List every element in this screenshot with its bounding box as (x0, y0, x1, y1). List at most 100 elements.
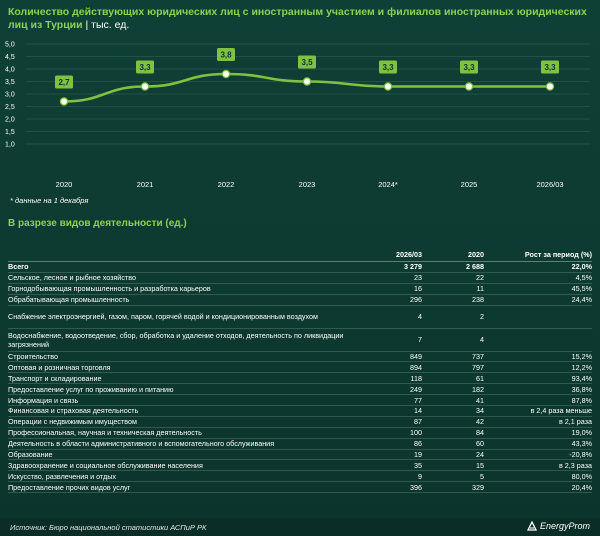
row-name: Водоснабжение, водоотведение, сбор, обра… (8, 330, 344, 349)
x-tick-label: 2022 (218, 180, 235, 189)
row-growth: 12,2% (571, 362, 592, 372)
row-value-2026: 9 (418, 471, 422, 481)
row-value-2026: 4 (418, 312, 422, 322)
row-value-2020: 5 (480, 471, 484, 481)
energyprom-logo-icon (526, 521, 537, 531)
row-name: Оптовая и розничная торговля (8, 362, 111, 372)
row-name: Сельское, лесное и рыбное хозяйство (8, 273, 136, 283)
y-tick-label: 5,0 (5, 42, 15, 49)
table-row: Предоставление услуг по проживанию и пит… (8, 384, 592, 396)
table-row: Строительство 849 737 15,2% (8, 352, 592, 363)
x-tick-label: 2025 (461, 180, 478, 189)
data-label: 3,3 (463, 63, 475, 72)
data-label-bg (136, 60, 154, 74)
data-label: 3,3 (382, 63, 394, 72)
row-value-2020: 15 (476, 460, 484, 470)
row-value-2020: 2 688 (466, 262, 484, 272)
row-value-2026: 77 (414, 395, 422, 405)
data-label: 3,5 (301, 58, 313, 67)
data-label: 3,3 (139, 63, 151, 72)
row-value-2026: 87 (414, 417, 422, 427)
row-value-2026: 249 (410, 384, 422, 394)
logo-text: EnergyProm (539, 521, 590, 531)
table-row: Предоставление прочих видов услуг 396 329 2… (8, 482, 592, 494)
data-label-bg (541, 60, 559, 74)
footnote: * данные на 1 декабря (10, 196, 89, 205)
title-unit: | тыс. ед. (85, 19, 130, 31)
title-text: Количество действующих юридических лиц с… (8, 6, 587, 31)
table-row: Финансовая и страховая деятельность 14 34 в… (8, 406, 592, 417)
data-label-bg (460, 60, 478, 74)
row-value-2020: 60 (476, 439, 484, 449)
table-row: Водоснабжение, водоотведение, сбор, обра… (8, 329, 592, 352)
table-row: Искусство, развлечения и отдых 9 5 80,0% (8, 471, 592, 483)
row-value-2020: 24 (476, 450, 484, 460)
data-label-bg (379, 60, 397, 74)
row-value-2020: 4 (480, 335, 484, 345)
row-value-2020: 84 (476, 428, 484, 438)
y-tick-label: 1,0 (5, 142, 15, 149)
row-value-2020: 34 (476, 406, 484, 416)
row-name: Профессиональная, научная и техническая … (8, 428, 202, 438)
header-growth: Рост за период (%) (524, 250, 592, 259)
data-label: 3,8 (220, 51, 232, 60)
data-label-bg (55, 75, 73, 89)
row-value-2026: 100 (410, 428, 422, 438)
table-row: Обрабатывающая промышленность 296 238 24,4% (8, 295, 592, 306)
row-name: Горнодобывающая промышленность и разрабо… (8, 284, 211, 294)
row-value-2026: 849 (410, 352, 422, 361)
row-value-2026: 19 (414, 450, 422, 460)
table-row: Всего 3 279 2 688 22,0% (8, 262, 592, 273)
row-growth: 20,4% (571, 482, 592, 492)
table-row: Операции с недвижимым имуществом 87 42 в 2,… (8, 417, 592, 428)
table-row: Горнодобывающая промышленность и разрабо… (8, 284, 592, 295)
row-name: Деятельность в области административного… (8, 439, 275, 449)
row-growth: в 2,1 раза (558, 417, 592, 427)
row-growth: 19,0% (571, 428, 592, 438)
y-tick-label: 4,0 (5, 67, 15, 74)
row-value-2020: 22 (476, 273, 484, 283)
row-name: Транспорт и складирование (8, 373, 102, 383)
row-growth: в 2,3 раза (558, 460, 592, 470)
row-value-2026: 7 (418, 335, 422, 345)
row-value-2026: 23 (414, 273, 422, 283)
y-tick-label: 3,5 (5, 79, 15, 86)
row-value-2020: 61 (476, 373, 484, 383)
data-label: 3,3 (544, 63, 556, 72)
x-tick-label: 2023 (299, 180, 316, 189)
table-header: 2026/03 2020 Рост за период (%) (8, 250, 592, 262)
y-tick-label: 3,0 (5, 92, 15, 99)
row-value-2020: 182 (472, 384, 484, 394)
data-label-bg (298, 55, 316, 69)
y-tick-label: 1,5 (5, 129, 15, 136)
table-row: Сельское, лесное и рыбное хозяйство 23 22 4… (8, 273, 592, 284)
table-row: Образование 19 24 -20,8% (8, 450, 592, 461)
data-label: 2,7 (58, 78, 70, 87)
y-tick-label: 2,5 (5, 104, 15, 111)
row-name: Искусство, развлечения и отдых (8, 471, 116, 481)
row-name: Информация и связь (8, 395, 79, 405)
row-growth: 45,5% (571, 284, 592, 294)
y-tick-label: 2,0 (5, 117, 15, 124)
row-name: Операции с недвижимым имуществом (8, 417, 137, 427)
table-row: Здравоохранение и социальное обслуживани… (8, 460, 592, 472)
row-name: Обрабатывающая промышленность (8, 295, 130, 305)
row-value-2026: 35 (414, 460, 422, 470)
row-value-2026: 894 (410, 362, 422, 372)
row-name: Предоставление прочих видов услуг (8, 482, 131, 492)
logo: EnergyProm (526, 521, 590, 531)
chart-title: Количество действующих юридических лиц с… (8, 6, 593, 32)
row-growth: 22,0% (571, 262, 592, 272)
header-name (8, 250, 368, 261)
data-point (59, 97, 69, 106)
row-growth: 15,2% (571, 352, 592, 361)
row-value-2020: 41 (476, 395, 484, 405)
table-row: Транспорт и складирование 118 61 93,4% (8, 373, 592, 385)
row-value-2020: 737 (472, 352, 484, 361)
data-point (221, 69, 231, 79)
table-row: Профессиональная, научная и техническая … (8, 428, 592, 439)
row-value-2020: 42 (476, 417, 484, 427)
row-value-2020: 2 (480, 312, 484, 322)
data-point (140, 82, 150, 91)
